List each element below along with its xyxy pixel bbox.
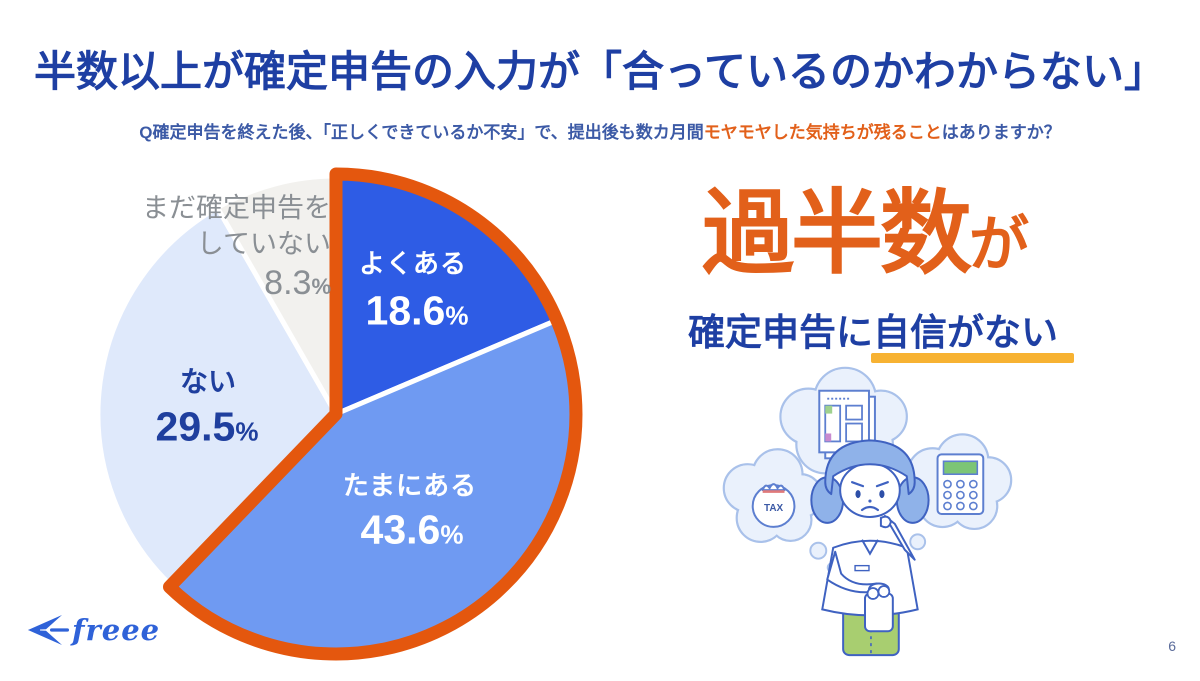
- survey-question: Q確定申告を終えた後、「正しくできているか不安」で、提出後も数カ月間モヤモヤした…: [0, 118, 1200, 143]
- callout-majority: 過半数が: [702, 188, 1029, 280]
- worried-person-illustration: TAX: [722, 366, 1013, 657]
- face: [839, 462, 901, 518]
- logo-text: freee: [72, 613, 161, 647]
- page-number: 6: [1168, 638, 1176, 654]
- pie-value-often: 18.6%: [365, 287, 469, 334]
- pie-chart: [78, 156, 598, 676]
- pie-label-none: ない: [179, 366, 237, 397]
- svg-text:TAX: TAX: [764, 503, 783, 514]
- hand: [879, 515, 892, 529]
- callout-big-text: 過半数: [702, 183, 972, 285]
- shirt: [821, 539, 919, 617]
- worried-woman: [810, 439, 930, 657]
- tax-bag-icon: TAX: [751, 483, 796, 528]
- callout-statement: 確定申告に自信がない: [688, 302, 1074, 363]
- pie-value-not-filed: 8.3%: [264, 264, 331, 302]
- waist-pouch: [864, 592, 894, 633]
- calculator-icon: [936, 453, 985, 515]
- pie-label-often: よくある: [358, 248, 468, 279]
- hair: [824, 439, 916, 496]
- question-suffix: はありますか？: [941, 123, 1061, 142]
- pie-highlight-outline: [163, 167, 583, 661]
- statement-underlined: 自信がない: [871, 302, 1074, 363]
- pie-label-not-filed: まだ確定申告を していない 8.3%: [100, 190, 331, 305]
- pie-value-sometimes: 43.6%: [360, 506, 464, 553]
- callout-big-suffix: が: [969, 211, 1030, 278]
- pie-chart-svg: [95, 167, 583, 661]
- swallow-icon: [28, 615, 69, 645]
- freee-logo: freee: [26, 612, 160, 648]
- pie-value-none: 29.5%: [155, 403, 259, 450]
- statement-plain: 確定申告に: [688, 312, 873, 353]
- pie-label-sometimes: たまにある: [342, 470, 478, 501]
- raised-arm: [883, 514, 916, 561]
- question-prefix: Q確定申告を終えた後、「正しくできているか不安」で、提出後も数カ月間: [139, 123, 704, 142]
- pie-slice-2: [95, 205, 339, 588]
- question-highlight: モヤモヤした気持ちが残ること: [703, 123, 942, 142]
- page-title: 半数以上が確定申告の入力が「合っているのかわからない」: [34, 48, 1166, 95]
